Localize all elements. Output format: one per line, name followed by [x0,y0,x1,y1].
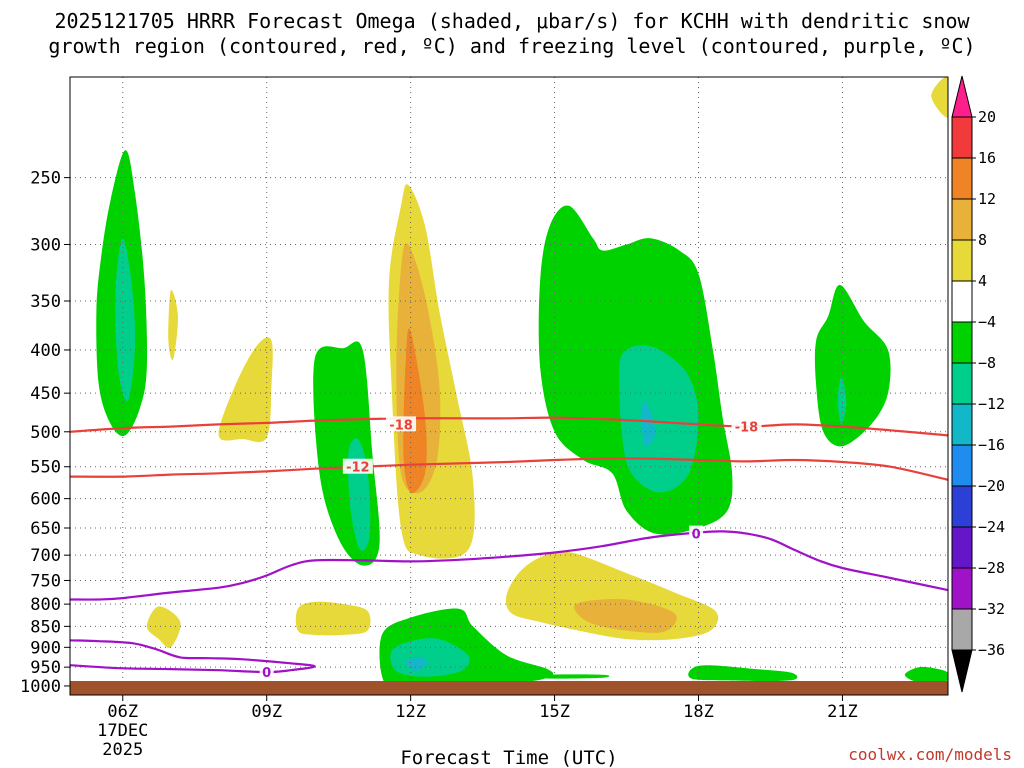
colorbar-segment-5 [951,321,973,364]
colorbar-segment-2 [951,198,973,241]
y-tick-label-450: 450 [30,384,61,404]
colorbar-tick-label-7: −12 [978,395,1005,413]
contour-label-1: -18 [735,421,759,436]
omega-colorbar: 20 16 12 8 4 −4 −8 −12 −16 −20 −24 −28 −32 −36 [951,75,1005,693]
colorbar-segment-6 [951,362,973,405]
y-tick-label-1000: 1000 [20,677,61,697]
colorbar-tick-label-4: 4 [978,272,987,290]
colorbar-segment-9 [951,485,973,528]
colorbar-segment-1 [951,157,973,200]
colorbar-tick-label-2: 12 [978,190,996,208]
x-tick-label-06Z: 06Z [107,702,138,722]
contour-dgz-2 [70,457,948,481]
contour-label-2: -12 [346,461,370,476]
y-tick-label-250: 250 [30,169,61,189]
omega-sink-peak-12z [403,328,427,494]
y-tick-label-700: 700 [30,546,61,566]
x-tick-label-18Z: 18Z [683,702,714,722]
contour-label-bg-0 [386,416,417,432]
omega-sink-region-0640z [168,289,179,360]
x-tick-label-15Z: 15Z [539,702,570,722]
y-axis: 2503003504004505005506006507007508008509… [20,169,70,697]
y-tick-label-300: 300 [30,235,61,255]
y-tick-label-350: 350 [30,292,61,312]
contour-label-bg-4 [259,664,274,680]
contour-label-bg-3 [689,525,704,541]
x-tick-date-day: 17DEC [97,721,148,741]
x-tick-date-year: 2025 [102,740,143,760]
colorbar-segment-4 [951,280,973,323]
colorbar-tick-label-9: −20 [978,477,1005,495]
colorbar-tick-label-1: 16 [978,149,996,167]
colorbar-tick-label-0: 20 [978,108,996,126]
colorbar-tick-label-3: 8 [978,231,987,249]
colorbar-tick-label-11: −28 [978,559,1005,577]
contour-label-3: 0 [692,528,701,543]
y-tick-label-900: 900 [30,638,61,658]
y-tick-label-650: 650 [30,519,61,539]
colorbar-segment-0 [951,116,973,159]
omega-ascent-core-06z [115,238,136,402]
y-tick-label-400: 400 [30,341,61,361]
colorbar-tick-label-10: −24 [978,518,1005,536]
contour-dgz-0 [70,416,948,437]
y-tick-label-500: 500 [30,423,61,443]
omega-ascent-peak-12z-lower [405,657,428,672]
omega-ascent-region-19z [688,665,798,682]
colorbar-tick-label-5: −4 [978,313,996,331]
colorbar-segment-12 [951,608,973,651]
colorbar-tick-label-13: −36 [978,641,1005,659]
contour-freezing-4 [70,639,316,674]
chart-title-line-2: growth region (contoured, red, ºC) and f… [48,34,975,58]
colorbar-segment-8 [951,444,973,487]
omega-sink-sliver-top-right [931,77,948,118]
contour-label-bg-2 [342,458,373,474]
plot-area: -18 -18 -12 0 0 [69,76,949,696]
omega-ascent-core-21z [837,376,847,425]
colorbar-triangle-top [951,75,973,118]
colorbar-segment-11 [951,567,973,610]
y-tick-label-950: 950 [30,658,61,678]
contour-label-0: -18 [389,418,413,433]
x-axis-label: Forecast Time (UTC) [400,747,617,768]
colorbar-segment-3 [951,239,973,282]
y-tick-label-750: 750 [30,571,61,591]
omega-sink-region-0620z [146,606,181,648]
x-tick-label-12Z: 12Z [395,702,426,722]
colorbar-segment-7 [951,403,973,446]
omega-sink-core-16z [574,599,677,633]
omega-sink-region-10z [295,601,371,636]
omega-ascent-sliver-1530z [540,674,610,679]
y-tick-label-600: 600 [30,490,61,510]
y-tick-label-800: 800 [30,595,61,615]
plot-border [69,76,949,696]
x-tick-label-21Z: 21Z [827,702,858,722]
colorbar-tick-label-6: −8 [978,354,996,372]
ground-band [70,681,948,695]
credit-link[interactable]: coolwx.com/models [848,745,1012,764]
y-tick-label-850: 850 [30,617,61,637]
contour-layer [70,416,948,674]
x-tick-label-09Z: 09Z [251,702,282,722]
y-tick-label-550: 550 [30,458,61,478]
colorbar-triangle-bottom [951,649,973,693]
colorbar-tick-label-8: −16 [978,436,1005,454]
omega-ascent-region-22z [904,666,948,683]
grid-layer [70,77,948,695]
chart-title-line-1: 2025121705 HRRR Forecast Omega (shaded, … [54,9,970,33]
colorbar-tick-label-12: −32 [978,600,1005,618]
omega-ascent-core-17z [619,345,699,493]
contour-label-bg-1 [731,418,762,434]
omega-ascent-peak-17z [640,400,656,447]
contour-label-layer: -18 -18 -12 0 0 [259,416,762,681]
contour-freezing-3 [70,530,948,601]
omega-sink-region-09z [218,337,273,443]
colorbar-segment-10 [951,526,973,569]
contour-label-4: 0 [262,666,271,681]
omega-ascent-region-21z [814,284,891,447]
